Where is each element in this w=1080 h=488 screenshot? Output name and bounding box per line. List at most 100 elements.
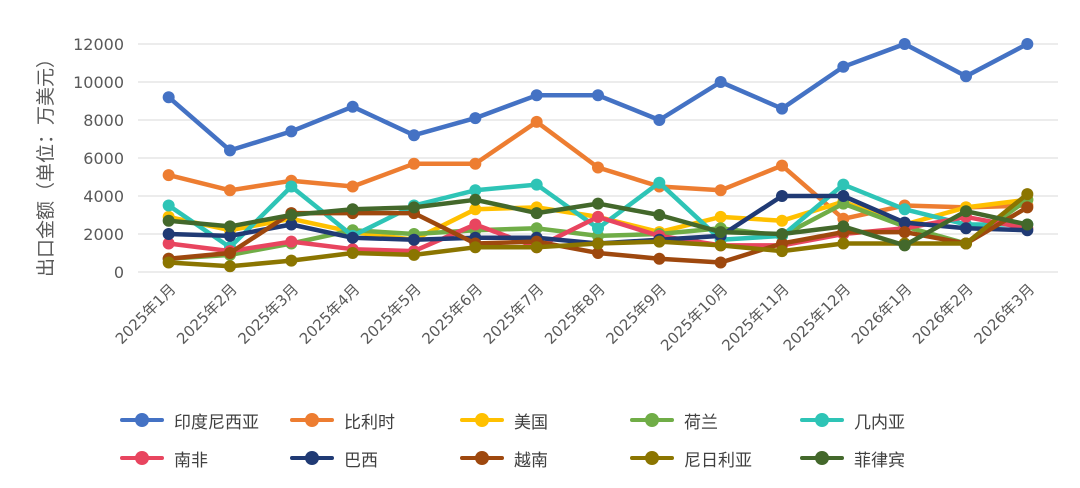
data-point bbox=[592, 247, 604, 259]
data-point bbox=[346, 203, 359, 216]
y-tick-labels: 0 2000 4000 6000 8000 10000 12000 bbox=[73, 35, 124, 282]
y-tick-label: 4000 bbox=[83, 187, 124, 206]
data-point bbox=[530, 178, 543, 191]
data-point bbox=[898, 239, 911, 252]
data-point bbox=[837, 60, 850, 73]
legend-swatch bbox=[120, 446, 164, 470]
x-tick-label: 2026年1月 bbox=[848, 280, 916, 348]
data-point bbox=[530, 241, 543, 254]
data-point bbox=[776, 102, 788, 115]
data-point bbox=[592, 197, 604, 210]
x-tick-label: 2026年3月 bbox=[970, 280, 1038, 348]
data-point bbox=[285, 218, 298, 231]
data-point bbox=[960, 70, 972, 83]
legend-swatch bbox=[800, 408, 844, 432]
data-point bbox=[837, 220, 850, 233]
legend-label: 印度尼西亚 bbox=[174, 412, 259, 433]
legend-label: 尼日利亚 bbox=[684, 450, 752, 471]
data-point bbox=[592, 237, 604, 250]
legend-item: 美国 bbox=[460, 408, 630, 433]
x-tick-label: 2025年8月 bbox=[541, 280, 609, 348]
x-tick-label: 2025年2月 bbox=[173, 280, 241, 348]
data-point bbox=[653, 114, 666, 126]
legend-swatch bbox=[630, 446, 674, 470]
data-point bbox=[224, 220, 236, 233]
series-lines bbox=[162, 38, 1034, 273]
x-tick-label: 2025年5月 bbox=[357, 280, 425, 348]
legend-swatch bbox=[120, 408, 164, 432]
series-1 bbox=[162, 38, 1034, 157]
data-point bbox=[224, 247, 236, 259]
data-point bbox=[162, 199, 175, 212]
data-point bbox=[653, 235, 666, 248]
legend-swatch bbox=[460, 408, 504, 432]
data-point bbox=[714, 184, 727, 197]
legend-swatch bbox=[630, 408, 674, 432]
series-10 bbox=[162, 193, 1034, 252]
data-point bbox=[408, 129, 420, 142]
data-point bbox=[530, 207, 543, 220]
legend-swatch bbox=[290, 446, 334, 470]
data-point bbox=[714, 210, 727, 223]
data-point bbox=[346, 247, 359, 259]
x-tick-label: 2025年6月 bbox=[418, 280, 486, 348]
data-point bbox=[162, 91, 175, 104]
data-point bbox=[469, 112, 482, 125]
x-tick-label: 2025年7月 bbox=[480, 280, 548, 348]
data-point bbox=[653, 252, 666, 265]
data-point bbox=[898, 203, 911, 216]
data-point bbox=[285, 254, 298, 267]
legend-label: 荷兰 bbox=[684, 412, 718, 433]
y-tick-label: 8000 bbox=[83, 111, 124, 130]
y-axis-label: 出口金额（单位：万美元） bbox=[35, 49, 57, 277]
data-point bbox=[776, 159, 788, 172]
legend-item: 越南 bbox=[460, 446, 630, 471]
legend-item: 巴西 bbox=[290, 446, 460, 471]
data-point bbox=[408, 248, 420, 261]
data-point bbox=[408, 157, 420, 170]
data-point bbox=[285, 125, 298, 138]
legend-label: 比利时 bbox=[344, 412, 395, 433]
data-point bbox=[469, 157, 482, 170]
data-point bbox=[162, 237, 175, 250]
data-point bbox=[776, 190, 788, 202]
data-point bbox=[530, 89, 543, 102]
data-point bbox=[162, 214, 175, 227]
data-point bbox=[469, 184, 482, 197]
data-point bbox=[592, 210, 604, 223]
data-point bbox=[1021, 188, 1034, 201]
data-point bbox=[469, 218, 482, 231]
data-point bbox=[837, 190, 850, 202]
legend-label: 南非 bbox=[174, 450, 208, 471]
data-point bbox=[592, 222, 604, 235]
data-point bbox=[346, 100, 359, 113]
data-point bbox=[285, 180, 298, 193]
data-point bbox=[960, 205, 972, 218]
data-point bbox=[653, 209, 666, 221]
data-point bbox=[469, 203, 482, 216]
data-point bbox=[162, 169, 175, 182]
legend: 印度尼西亚 比利时 美国 荷兰 几内亚 南非 巴西 越南 尼日利亚 菲律宾 bbox=[120, 408, 1020, 471]
data-point bbox=[469, 241, 482, 254]
legend-item: 几内亚 bbox=[800, 408, 970, 433]
x-tick-labels: 2025年1月2025年2月2025年3月2025年4月2025年5月2025年… bbox=[112, 280, 1038, 354]
legend-label: 越南 bbox=[514, 450, 548, 471]
x-tick-label: 2025年4月 bbox=[296, 280, 364, 348]
y-tick-label: 0 bbox=[114, 263, 124, 282]
data-point bbox=[1021, 201, 1034, 214]
data-point bbox=[224, 229, 236, 242]
data-point bbox=[592, 161, 604, 174]
data-point bbox=[653, 176, 666, 189]
legend-item: 比利时 bbox=[290, 408, 460, 433]
y-tick-label: 10000 bbox=[73, 73, 124, 92]
data-point bbox=[776, 228, 788, 240]
legend-label: 美国 bbox=[514, 412, 548, 433]
x-tick-label: 2025年3月 bbox=[234, 280, 302, 348]
y-tick-label: 6000 bbox=[83, 149, 124, 168]
data-point bbox=[1021, 218, 1034, 231]
data-point bbox=[714, 226, 727, 239]
legend-item: 南非 bbox=[120, 446, 290, 471]
data-point bbox=[224, 184, 236, 197]
data-point bbox=[469, 193, 482, 206]
